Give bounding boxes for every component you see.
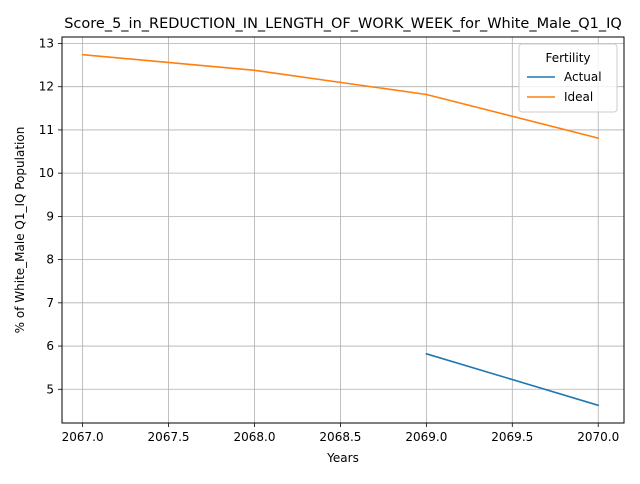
data-point-ideal [253,69,256,72]
x-tick-label: 2067.0 [62,430,104,444]
legend: Fertility Actual Ideal [518,43,618,113]
axis-ticks: 2067.0 2067.5 2068.0 2068.5 2069.0 2069.5 2070… [39,36,620,444]
x-tick-label: 2067.5 [148,430,190,444]
plot-area-frame [61,36,625,424]
series-line-ideal [82,53,599,139]
series-line-actual [426,353,599,407]
x-axis-label: Years [326,451,359,465]
chart-title: Score_5_in_REDUCTION_IN_LENGTH_OF_WORK_W… [64,16,622,32]
y-tick-label: 13 [39,36,54,50]
x-tick-label: 2068.5 [319,430,361,444]
y-tick-label: 9 [46,209,54,223]
x-tick-label: 2070.0 [577,430,619,444]
legend-label-ideal: Ideal [564,90,593,104]
y-tick-label: 8 [46,253,54,267]
data-point-actual [425,353,428,355]
y-tick-label: 7 [46,296,54,310]
legend-items: Actual Ideal [527,70,602,104]
data-point-ideal [425,93,428,96]
y-tick-label: 12 [39,80,54,94]
data-point-ideal [81,53,84,56]
y-axis-label: % of White_Male Q1_IQ Population [13,127,27,334]
data-point-actual [597,404,600,407]
x-tick-label: 2068.0 [233,430,275,444]
grid-lines [62,37,624,423]
y-tick-label: 5 [46,382,54,396]
series-layer [81,53,600,407]
x-tick-label: 2069.5 [491,430,533,444]
data-point-ideal [597,137,600,139]
y-tick-label: 6 [46,339,54,353]
legend-label-actual: Actual [564,70,602,84]
y-tick-label: 11 [39,123,54,137]
x-tick-label: 2069.0 [405,430,447,444]
legend-box [518,43,618,113]
legend-title: Fertility [545,51,590,65]
y-tick-label: 10 [39,166,54,180]
